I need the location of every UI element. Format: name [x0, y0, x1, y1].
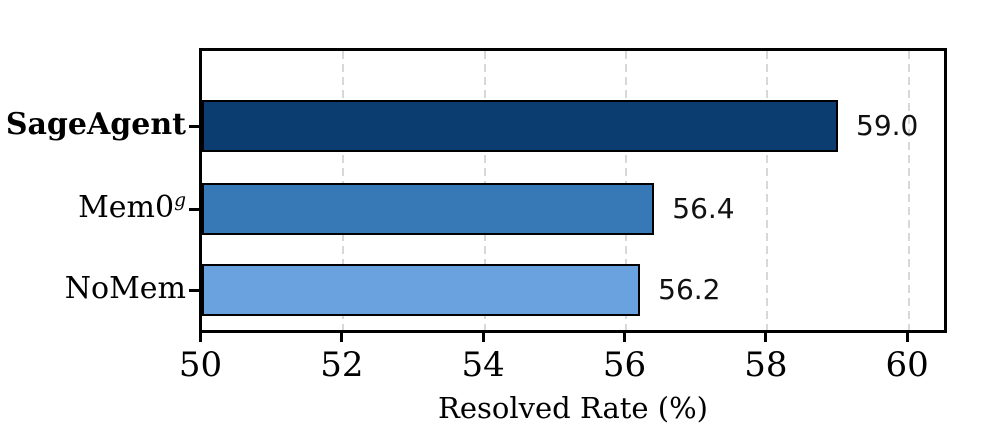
plot-inner: 59.0 56.4 56.2 [202, 51, 944, 330]
gridline-60 [907, 51, 910, 330]
x-tick-label-54: 54 [461, 345, 505, 385]
x-tick-label-50: 50 [178, 345, 223, 385]
y-axis-label-sageagent: SageAgent [6, 107, 186, 142]
y-tick-sageagent [189, 124, 199, 128]
x-tick-label-52: 52 [320, 345, 364, 385]
x-tick-56 [623, 333, 626, 342]
x-axis-title: Resolved Rate (%) [438, 391, 708, 425]
bar-nomem [202, 264, 641, 316]
bar-sageagent [202, 100, 838, 152]
x-tick-label-56: 56 [602, 345, 647, 385]
category-label-superscript: g [174, 190, 186, 212]
category-label-text: SageAgent [5, 107, 186, 143]
plot-area: 59.0 56.4 56.2 [199, 48, 947, 333]
x-tick-label-60: 60 [885, 345, 929, 385]
value-label-sageagent: 59.0 [856, 108, 919, 142]
x-tick-50 [199, 333, 202, 342]
value-label-mem0: 56.4 [672, 191, 735, 225]
category-label-text: Mem0 [78, 190, 175, 226]
value-label-nomem: 56.2 [658, 272, 721, 306]
x-tick-60 [905, 333, 909, 342]
x-tick-52 [340, 333, 344, 342]
x-tick-54 [481, 333, 485, 342]
y-tick-mem0 [189, 207, 199, 211]
y-axis-label-nomem: NoMem [65, 271, 186, 306]
x-tick-label-58: 58 [744, 345, 788, 385]
x-tick-58 [764, 333, 768, 342]
y-axis-label-mem0: Mem0g [78, 190, 186, 225]
category-label-text: NoMem [64, 271, 186, 307]
bar-mem0 [202, 183, 655, 235]
y-tick-nomem [189, 288, 199, 292]
gridline-58 [766, 51, 769, 330]
